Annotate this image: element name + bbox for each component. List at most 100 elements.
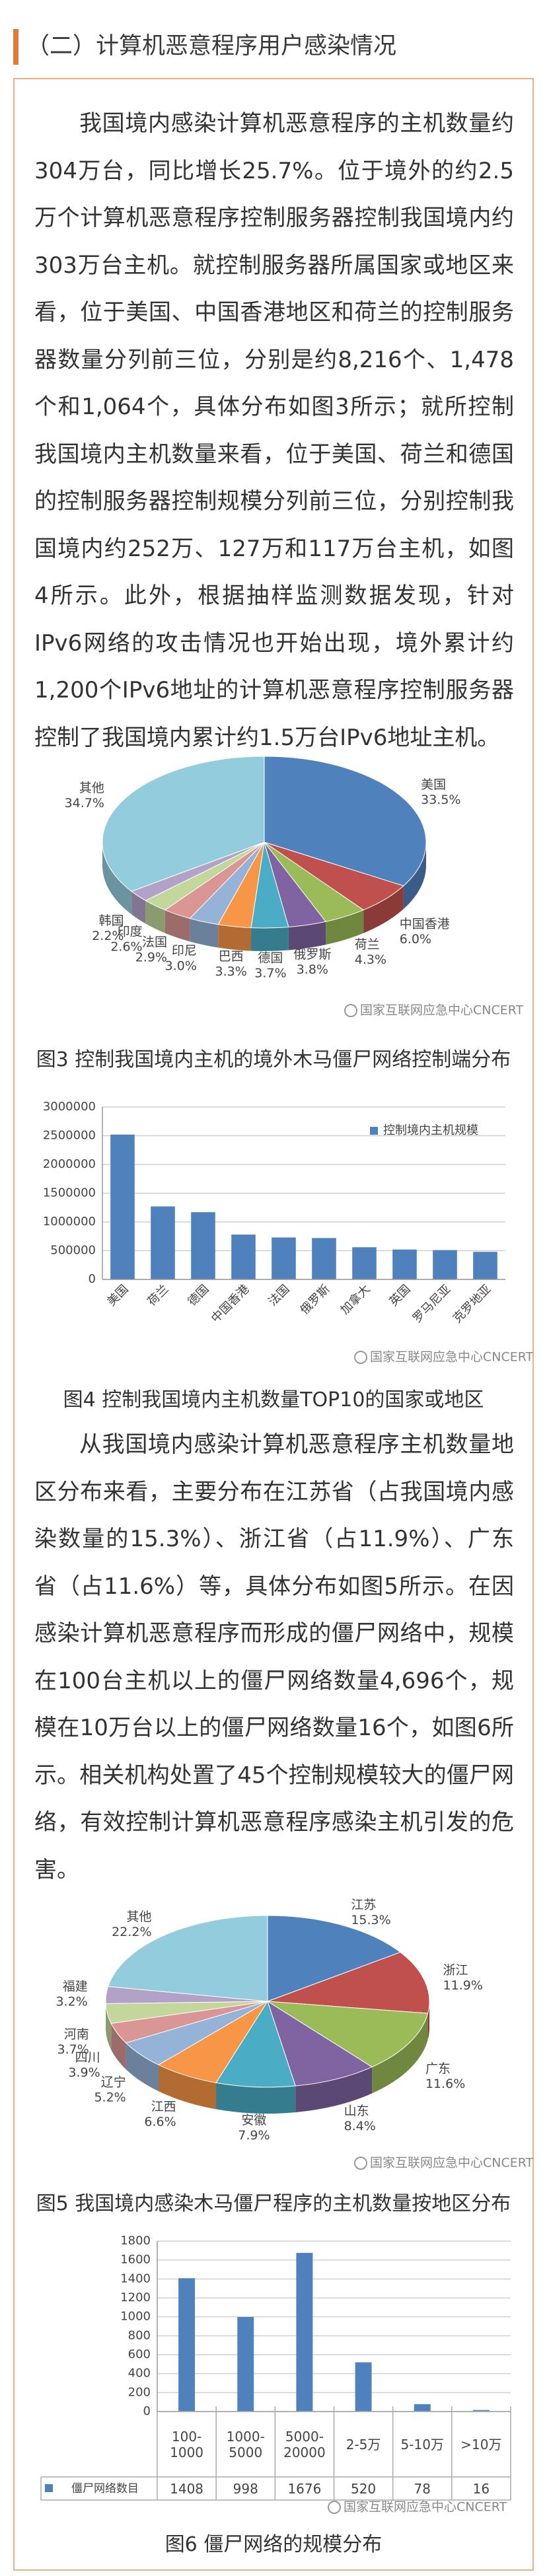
chart: 0 500000 1000000 1500000 2000000 2500000 30000… [43, 1100, 534, 1365]
y-tick-label: 400 [128, 2367, 151, 2380]
pie-value-label: 4.3% [355, 952, 386, 967]
pie-value-label: 3.7% [254, 966, 286, 980]
pie-side [216, 2083, 296, 2114]
y-tick-label: 2000000 [43, 1157, 96, 1171]
pie-label: 浙江 [443, 1963, 468, 1978]
pie-value-label: 3.0% [165, 958, 197, 973]
caption: 图4 控制我国境内主机数量TOP10的国家或地区 [63, 1388, 484, 1412]
y-tick-label: 1500000 [43, 1186, 96, 1200]
watermark-icon [344, 1004, 357, 1017]
x-tick-label: 德国 [185, 1282, 211, 1308]
x-tick-label: 英国 [386, 1282, 413, 1308]
pie-label: 德国 [258, 950, 283, 965]
x-tick-label: 5-10万 [400, 2436, 444, 2452]
x-tick-label: 1000- 5000 [226, 2428, 265, 2460]
pie-value-label: 11.9% [443, 1978, 483, 1993]
legend-swatch [370, 1127, 378, 1135]
pie-side [403, 842, 426, 910]
y-tick-label: 1600 [120, 2253, 151, 2267]
legend-swatch [45, 2484, 53, 2492]
x-tick-label: >10万 [460, 2436, 502, 2452]
pie-label: 广东 [425, 2061, 451, 2076]
pie-side [158, 2065, 217, 2110]
pie-side [111, 2023, 126, 2069]
x-tick-label: 俄罗斯 [298, 1282, 333, 1317]
pie-label: 其他 [127, 1910, 152, 1924]
y-tick-label: 1800 [120, 2234, 151, 2248]
x-tick-label: 法国 [266, 1282, 292, 1308]
pie-value-label: 3.9% [68, 2065, 100, 2080]
pie-side [251, 927, 289, 952]
table-value: 16 [472, 2480, 490, 2497]
pie-label: 江西 [151, 2100, 176, 2114]
pie-value-label: 34.7% [65, 796, 104, 810]
pie-value-label: 2.9% [135, 950, 167, 965]
y-tick-label: 3000000 [43, 1100, 96, 1114]
y-tick-label: 0 [143, 2404, 151, 2418]
pie-label: 法国 [142, 935, 167, 950]
pie-slice [264, 756, 427, 886]
watermark: 国家互联网应急中心CNCERT [360, 1003, 524, 1018]
watermark-icon [354, 1351, 367, 1364]
bar [473, 1252, 497, 1279]
pie-side [190, 918, 219, 948]
pie-label: 河南 [64, 2027, 89, 2042]
pie-value-label: 2.2% [92, 929, 124, 943]
bar [392, 1249, 417, 1279]
bar [237, 2316, 254, 2412]
table-value: 1408 [170, 2480, 204, 2497]
pie-value-label: 2.6% [110, 940, 142, 954]
section-title: （二）计算机恶意程序用户感染情况 [26, 33, 397, 59]
pie-slice [267, 2001, 429, 2067]
bar [151, 1206, 175, 1279]
y-tick-label: 1200 [120, 2291, 151, 2305]
pie-label: 山东 [344, 2104, 369, 2118]
pie-slice [108, 1915, 268, 2002]
bar [231, 1234, 256, 1279]
watermark: 国家互联网应急中心CNCERT [370, 2156, 534, 2170]
pie-side [288, 921, 326, 950]
bar [178, 2278, 196, 2412]
y-tick-label: 600 [128, 2347, 151, 2361]
caption: 图3 控制我国境内主机的境外木马僵尸网络控制端分布 [36, 1048, 511, 1071]
pie-side [295, 2067, 373, 2113]
pie-side [363, 886, 404, 933]
pie-side [164, 910, 190, 942]
pie-value-label: 3.3% [215, 964, 247, 979]
caption: 图6 僵尸网络的规模分布 [164, 2533, 383, 2556]
chart: 0 200 400 600 800 1000 1200 1400 1600 1800 国家互联网应急… [40, 2234, 511, 2515]
table-value: 998 [233, 2480, 258, 2497]
table-value: 78 [414, 2480, 431, 2497]
pie-value-label: 6.0% [400, 932, 431, 947]
bar [296, 2252, 313, 2412]
y-tick-label: 1000 [120, 2310, 151, 2324]
figure: 江苏 15.3% 浙江 11.9% 广东 11.6% 山东 8.4% 安徽 7.9% 江西 6.6% 辽… [0, 1869, 547, 2180]
bar [191, 1212, 215, 1279]
bar [414, 2404, 431, 2412]
pie-label: 俄罗斯 [293, 947, 331, 962]
y-tick-label: 2500000 [43, 1129, 96, 1143]
figure: 0 200 400 600 800 1000 1200 1400 1600 1800 国家互联网应急… [0, 2226, 547, 2520]
pie-side [131, 891, 146, 924]
pie-side [427, 2001, 429, 2040]
y-tick-label: 200 [128, 2385, 151, 2399]
pie-side [326, 910, 364, 945]
bar [472, 2410, 490, 2412]
legend-label: 僵尸网络数目 [71, 2482, 139, 2495]
x-tick-label: 克罗地亚 [451, 1282, 494, 1326]
x-tick-label: 2-5万 [346, 2436, 381, 2452]
watermark-icon [354, 2157, 367, 2170]
bar [352, 1247, 377, 1279]
pie-slice [102, 756, 265, 892]
table-value: 1676 [287, 2480, 322, 2497]
bar [433, 1250, 457, 1279]
watermark: 国家互联网应急中心CNCERT [370, 1350, 534, 1365]
watermark: 国家互联网应急中心CNCERT [344, 2500, 507, 2515]
pie-label: 美国 [421, 777, 446, 792]
y-tick-label: 500000 [50, 1244, 96, 1258]
pie-value-label: 7.9% [238, 2128, 270, 2143]
bar [312, 1238, 336, 1279]
